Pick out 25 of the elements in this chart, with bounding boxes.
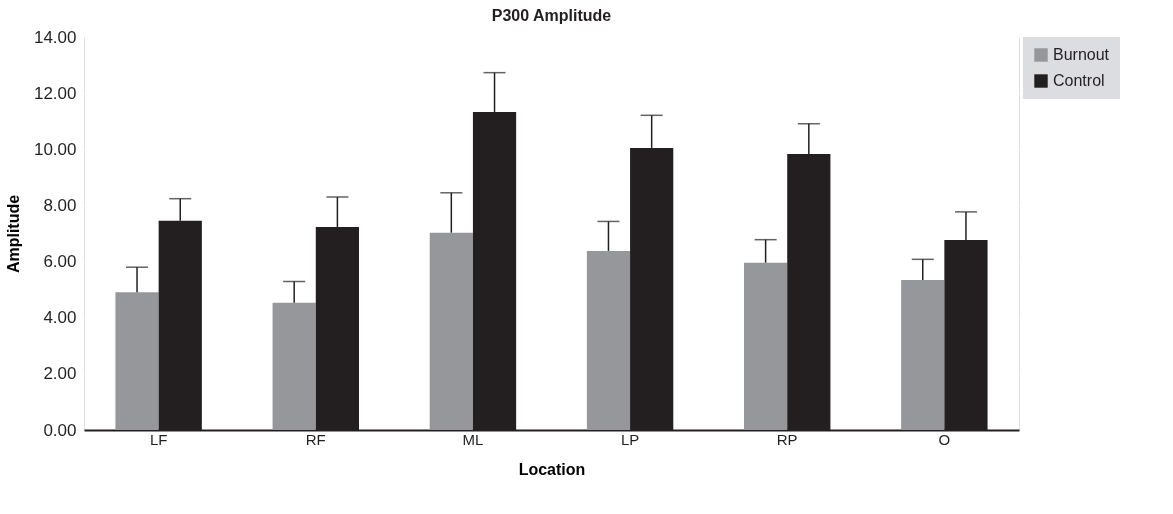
bar bbox=[272, 302, 316, 430]
y-tick-label: 2.00 bbox=[43, 364, 77, 384]
y-tick-label: 10.00 bbox=[33, 139, 77, 159]
y-tick-label: 14.00 bbox=[33, 27, 77, 47]
y-tick-label: 12.00 bbox=[33, 83, 77, 103]
x-tick-label: LP bbox=[620, 430, 640, 448]
x-tick-label: RF bbox=[305, 430, 326, 448]
x-tick-label: ML bbox=[462, 430, 484, 448]
bar bbox=[744, 262, 788, 430]
y-tick-label: 8.00 bbox=[43, 195, 77, 215]
x-tick-label: O bbox=[938, 430, 951, 448]
legend-label: Control bbox=[1053, 72, 1105, 89]
x-axis-title: Location bbox=[518, 460, 586, 478]
y-tick-label: 4.00 bbox=[43, 308, 77, 328]
legend-label: Burnout bbox=[1053, 46, 1110, 63]
bar bbox=[586, 250, 631, 430]
x-tick-label: LF bbox=[149, 430, 168, 448]
bar bbox=[429, 232, 473, 430]
y-axis-title: Amplitude bbox=[4, 194, 22, 274]
y-tick-label: 6.00 bbox=[43, 252, 77, 272]
bar bbox=[901, 280, 945, 430]
chart-title: P300 Amplitude bbox=[491, 7, 612, 24]
bar bbox=[115, 292, 159, 430]
x-tick-label: RP bbox=[776, 430, 798, 448]
y-tick-label: 0.00 bbox=[43, 420, 77, 440]
